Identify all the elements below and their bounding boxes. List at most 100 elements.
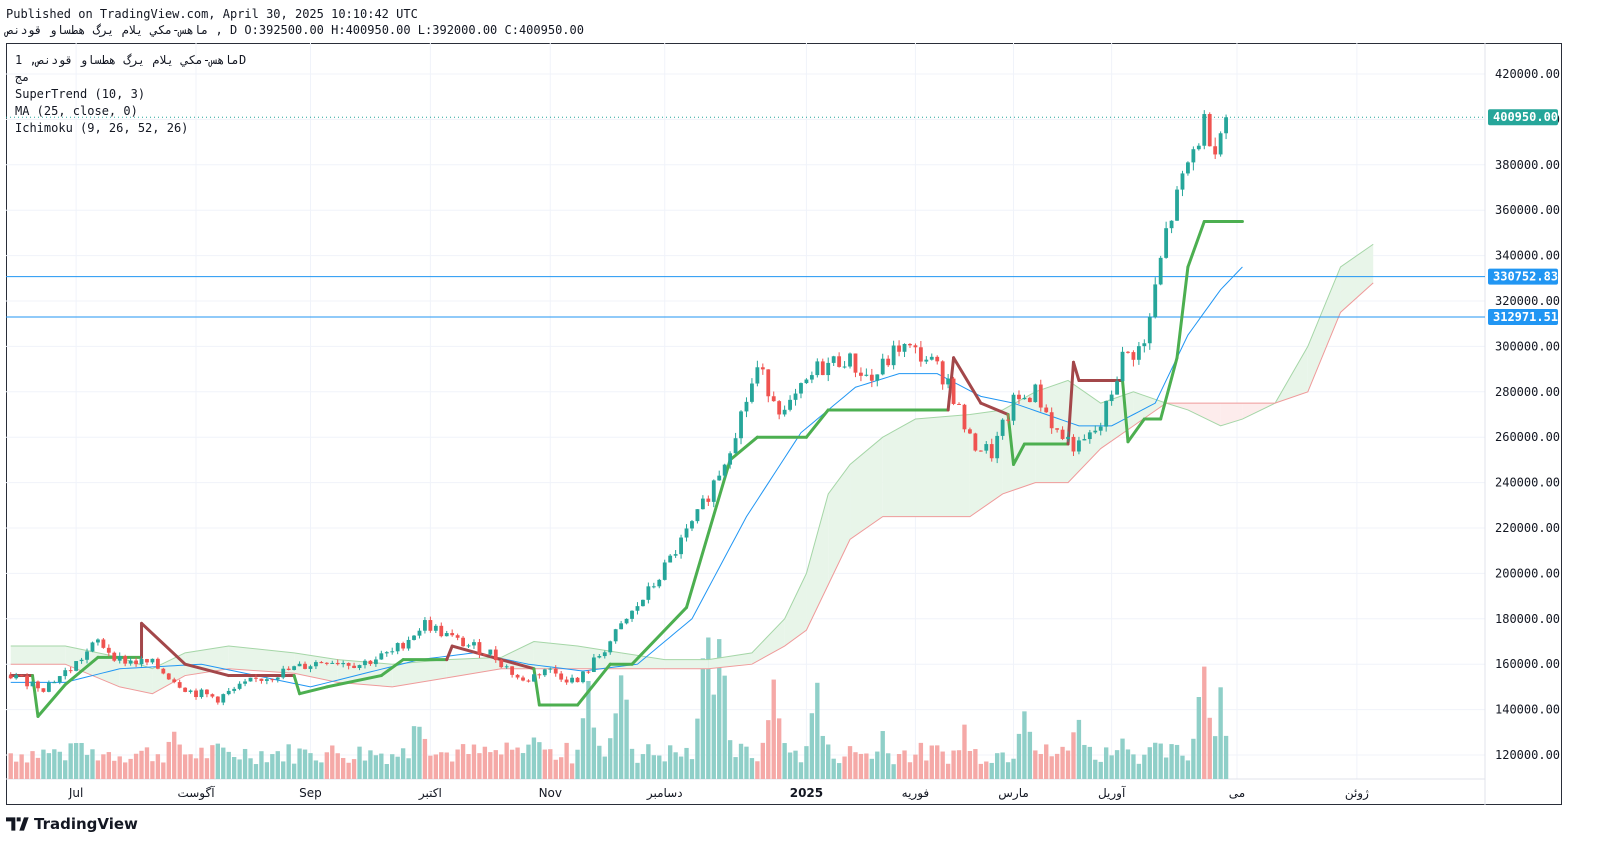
candle-body-161	[886, 358, 891, 366]
candle-body-21	[123, 656, 128, 664]
candle-body-214	[1175, 189, 1179, 221]
volume-bar-80	[444, 752, 449, 779]
candle-body-197	[1082, 439, 1087, 441]
volume-bar-164	[902, 750, 907, 779]
candle-body-2	[19, 675, 24, 677]
y-tick-label-3: 180000.00	[1495, 612, 1560, 626]
legend-ma[interactable]: MA (25, close, 0)	[15, 104, 138, 118]
candle-body-203	[1115, 381, 1119, 395]
volume-bar-13	[79, 742, 84, 779]
y-tick-label-0: 120000.00	[1495, 748, 1560, 762]
volume-bar-143	[787, 752, 793, 779]
candle-body-94	[521, 677, 525, 681]
volume-bar-71	[395, 756, 400, 779]
volume-bar-189	[1038, 753, 1043, 779]
volume-bar-91	[504, 742, 509, 779]
candle-body-136	[750, 383, 754, 402]
cloud-segment-28	[1133, 391, 1167, 426]
ichimoku-span-a	[10, 243, 1374, 670]
volume-bar-200	[1098, 761, 1103, 779]
candle-body-194	[1066, 436, 1070, 439]
y-tick-label-15: 420000.00	[1495, 67, 1560, 81]
candle-body-47	[264, 679, 269, 681]
volume-bar-107	[591, 727, 597, 779]
volume-bar-110	[608, 738, 613, 779]
volume-bar-93	[515, 747, 520, 779]
tradingview-logo[interactable]: TradingView	[6, 815, 138, 833]
volume-bar-83	[460, 744, 466, 779]
volume-bar-130	[717, 639, 722, 779]
volume-bar-218	[1196, 697, 1202, 779]
cloud-segment-15	[708, 652, 752, 669]
hline-tag-1: 312971.51	[1493, 310, 1558, 324]
volume-bar-44	[248, 758, 253, 779]
volume-bar-111	[613, 713, 618, 779]
candle-body-69	[384, 652, 389, 654]
volume-bar-196	[1076, 719, 1082, 779]
volume-bar-121	[667, 745, 673, 779]
volume-bar-64	[357, 746, 362, 779]
candle-body-38	[215, 696, 220, 703]
volume-bar-84	[466, 754, 471, 779]
candle-body-34	[194, 690, 198, 698]
supertrend-segment-3	[63, 655, 100, 687]
legend-ichimoku[interactable]: Ichimoku (9, 26, 52, 26)	[15, 121, 189, 135]
candle-body-185	[1017, 394, 1021, 400]
volume-bar-131	[722, 675, 727, 779]
volume-bar-39	[221, 747, 226, 779]
volume-bar-169	[929, 745, 934, 779]
candle-body-23	[134, 660, 138, 665]
volume-bar-142	[782, 743, 787, 779]
cloud-segment-16	[751, 618, 785, 665]
candle-body-217	[1191, 149, 1196, 163]
price-chart[interactable]: 120000.00 140000.00 160000.00 180000.00 2000…	[6, 43, 1562, 805]
hline-tag-1-bg	[1488, 308, 1558, 325]
volume-bar-51	[286, 744, 291, 779]
volume-bar-203	[1114, 750, 1120, 779]
cloud-segment-2	[119, 657, 153, 694]
legend-supertrend[interactable]: SuperTrend (10, 3)	[15, 87, 146, 101]
volume-bar-49	[275, 751, 280, 779]
volume-bar-32	[182, 754, 188, 779]
volume-bar-41	[231, 757, 237, 779]
candle-body-172	[946, 378, 951, 385]
volume-bar-104	[575, 749, 580, 779]
candle-body-9	[57, 676, 62, 683]
candle-body-131	[722, 464, 727, 476]
candle-body-130	[717, 475, 722, 481]
volume-bar-122	[673, 752, 678, 779]
volume-bar-195	[1071, 732, 1076, 779]
candle-body-103	[570, 677, 574, 683]
candle-body-89	[493, 649, 498, 661]
volume-bar-158	[869, 758, 875, 779]
candle-body-107	[591, 657, 596, 673]
candle-body-147	[809, 375, 814, 380]
candle-body-80	[444, 633, 449, 637]
volume-bar-136	[749, 758, 755, 779]
candle-body-18	[106, 647, 111, 653]
volume-bar-3	[24, 762, 30, 779]
cloud-segment-0	[10, 646, 66, 665]
candle-body-27	[155, 658, 160, 669]
candle-body-56	[314, 662, 318, 667]
hline-tag-0-bg	[1488, 268, 1558, 285]
candle-body-186	[1022, 397, 1027, 400]
y-tick-label-13: 380000.00	[1495, 158, 1560, 172]
volume-bar-214	[1174, 744, 1180, 779]
volume-bar-40	[226, 751, 231, 779]
candle-body-124	[684, 528, 689, 538]
candle-body-168	[924, 359, 929, 362]
volume-bar-94	[520, 753, 526, 779]
candle-body-88	[488, 649, 493, 655]
volume-bar-205	[1125, 749, 1131, 779]
supertrend-segment-12	[379, 658, 405, 678]
x-tick-label-4: Nov	[539, 786, 562, 800]
candle-body-41	[232, 688, 237, 691]
cloud-segment-26	[1068, 380, 1101, 483]
x-tick-label-10: می	[1229, 786, 1245, 800]
volume-bar-160	[880, 731, 885, 779]
candle-body-188	[1033, 384, 1038, 403]
y-tick-label-9: 300000.00	[1495, 339, 1560, 353]
volume-bar-132	[727, 740, 733, 779]
candle-body-4	[30, 681, 35, 687]
